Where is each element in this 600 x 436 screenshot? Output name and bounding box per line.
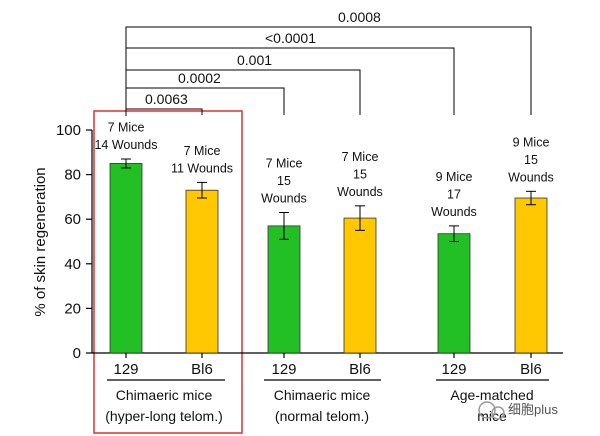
watermark: 细胞plus	[478, 401, 558, 420]
bar-129	[267, 225, 301, 354]
y-tick-label: 0	[73, 345, 81, 362]
bar-annotation: 15	[353, 167, 367, 181]
bar-bl6	[514, 197, 548, 354]
p-value-label: 0.0002	[178, 70, 221, 86]
x-tick-label: Bl6	[520, 361, 542, 378]
y-axis: 0 20 40 60 80 100	[56, 122, 563, 362]
bar-annotation: 15	[524, 153, 538, 167]
chat-bubble-icon	[478, 401, 505, 420]
group-sublabel: (hyper-long telom.)	[105, 408, 223, 424]
bar-annotation: Wounds	[261, 192, 307, 206]
bar-annotation: Wounds	[431, 205, 477, 219]
bar-annotation: 9 Mice	[513, 135, 550, 149]
y-tick-label: 40	[64, 256, 81, 273]
y-tick-label: 100	[56, 122, 81, 139]
bars: 129 7 Mice 14 Wounds Bl6 7 Mice 11 Wounds 129 7…	[94, 120, 553, 378]
p-value-label: <0.0001	[265, 30, 316, 46]
x-tick-label: 129	[441, 361, 466, 378]
x-tick-label: Bl6	[349, 361, 371, 378]
bar-129	[109, 163, 143, 354]
bar-annotation: Wounds	[337, 185, 383, 199]
bar-annotation: 15	[277, 174, 291, 188]
bar-annotation: 11 Wounds	[171, 161, 233, 175]
bar-bl6	[185, 189, 219, 354]
y-tick-label: 80	[64, 167, 81, 184]
p-value-label: 0.0008	[338, 9, 381, 25]
y-tick-label: 60	[64, 211, 81, 228]
x-tick-label: 129	[113, 361, 138, 378]
group-sublabel: (normal telom.)	[275, 408, 369, 424]
bar-annotation: 7 Mice	[342, 150, 379, 164]
p-value-label: 0.001	[237, 52, 272, 68]
significance-bracket	[125, 108, 203, 116]
bar-annotation: 7 Mice	[266, 157, 303, 171]
group-label: Chimaeric mice	[274, 387, 371, 403]
bar-129	[437, 233, 471, 354]
bar-annotation: 14 Wounds	[94, 138, 157, 152]
p-value-label: 0.0063	[145, 91, 188, 107]
bar-annotation: 9 Mice	[436, 170, 473, 184]
significance-brackets: 0.0063 0.0002 0.001 <0.0001 0.0008	[125, 9, 532, 116]
watermark-text: 细胞plus	[508, 402, 558, 417]
bar-bl6	[343, 217, 377, 354]
y-tick-label: 20	[64, 300, 81, 317]
bar-annotation: 17	[447, 187, 461, 201]
y-axis-label: % of skin regeneration	[32, 167, 49, 316]
x-tick-label: Bl6	[191, 361, 213, 378]
group-label: Age-matched	[450, 387, 533, 403]
bar-annotation: 7 Mice	[108, 120, 145, 134]
highlight-box	[93, 110, 243, 434]
group-label: Chimaeric mice	[116, 387, 213, 403]
bar-annotation: 7 Mice	[184, 144, 221, 158]
x-tick-label: 129	[271, 361, 296, 378]
significance-bracket	[125, 26, 532, 116]
group-labels: Chimaeric mice (hyper-long telom.) Chimaer…	[105, 379, 549, 424]
bar-annotation: Wounds	[508, 170, 554, 184]
